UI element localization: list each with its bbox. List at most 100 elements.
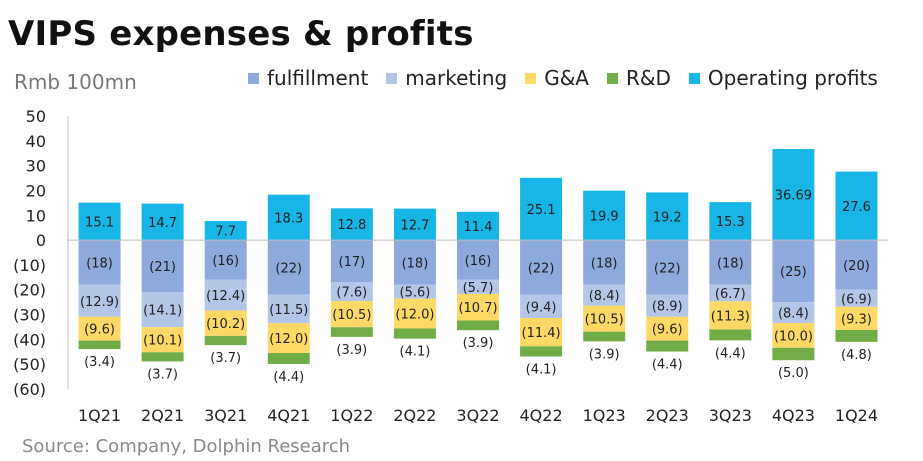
bar-operating-profits [646, 192, 689, 241]
bar-marketing [520, 294, 563, 319]
legend-swatch-marketing [386, 72, 398, 84]
data-label-marketing: (5.6) [400, 286, 431, 301]
bar-marketing [835, 289, 878, 307]
y-tick-label: (20) [13, 281, 46, 300]
data-label-marketing: (8.4) [778, 307, 809, 322]
bar-rd [835, 329, 878, 342]
y-tick-label: (40) [13, 330, 46, 349]
bar-rd [772, 347, 815, 361]
legend-swatch-ga [525, 72, 537, 84]
bar-rd [330, 327, 373, 337]
data-label-ga: (10.1) [143, 334, 182, 349]
bar-marketing [583, 284, 626, 306]
bar-rd [78, 340, 121, 350]
bar-ga [393, 298, 436, 329]
legend-item-fulfillment: fulfillment [248, 66, 368, 90]
bar-ga [772, 322, 815, 348]
data-label-rd: (3.4) [84, 355, 115, 370]
legend-item-operating-profits: Operating profits [688, 66, 878, 90]
data-label-marketing: (11.5) [269, 303, 308, 318]
data-label-rd: (3.7) [210, 351, 241, 366]
y-tick-label: 10 [26, 206, 46, 225]
data-label-rd: (4.4) [273, 370, 304, 385]
data-label-rd: (3.9) [463, 336, 494, 351]
x-tick-label: 1Q22 [330, 406, 373, 425]
data-label-fulfillment: (18) [86, 256, 113, 271]
data-label-rd: (5.0) [778, 366, 809, 381]
bar-marketing [393, 284, 436, 299]
x-tick-label: 3Q21 [204, 406, 247, 425]
bar-marketing [646, 294, 689, 317]
data-label-operating-profits: 12.8 [337, 218, 366, 233]
legend-label-fulfillment: fulfillment [267, 66, 369, 90]
bar-marketing [772, 302, 815, 323]
data-label-fulfillment: (21) [149, 260, 176, 275]
bar-fulfillment [330, 240, 373, 283]
bar-ga [709, 301, 752, 330]
data-label-ga: (11.4) [522, 326, 561, 341]
data-label-operating-profits: 27.6 [842, 200, 871, 215]
bar-ga [457, 293, 499, 321]
data-label-marketing: (8.9) [652, 300, 683, 315]
bar-ga [267, 323, 310, 354]
data-label-fulfillment: (25) [780, 265, 807, 280]
bar-rd [141, 352, 184, 362]
unit-label: Rmb 100mn [14, 70, 137, 94]
bar-operating-profits [772, 149, 815, 241]
data-label-operating-profits: 15.1 [85, 215, 114, 230]
source-note: Source: Company, Dolphin Research [22, 436, 351, 457]
data-label-marketing: (7.6) [336, 286, 367, 301]
legend-item-ga: G&A [525, 66, 589, 90]
data-label-operating-profits: 7.7 [215, 225, 236, 240]
data-label-marketing: (5.7) [463, 281, 494, 296]
bar-fulfillment [835, 240, 878, 290]
bar-fulfillment [141, 240, 184, 293]
x-tick-label: 3Q22 [456, 406, 499, 425]
bar-ga [330, 301, 373, 328]
bar-fulfillment [646, 240, 689, 295]
legend-swatch-rd [606, 72, 618, 84]
data-label-ga: (10.7) [458, 301, 497, 316]
bar-operating-profits [141, 203, 184, 241]
x-tick-label: 3Q23 [709, 406, 752, 425]
data-label-operating-profits: 19.2 [653, 210, 682, 225]
data-label-fulfillment: (18) [402, 256, 429, 271]
bar-marketing [204, 279, 247, 311]
x-tick-label: 4Q21 [267, 406, 310, 425]
data-label-ga: (10.5) [585, 313, 624, 328]
bar-ga [141, 327, 184, 353]
bar-ga [78, 316, 121, 341]
bar-marketing [457, 279, 499, 294]
bar-fulfillment [393, 240, 436, 285]
legend-label-operating-profits: Operating profits [707, 66, 878, 90]
bar-fulfillment [267, 240, 310, 295]
data-label-fulfillment: (22) [528, 261, 555, 276]
bar-ga [204, 310, 247, 336]
chart-title: VIPS expenses & profits [8, 14, 474, 54]
bar-operating-profits [457, 211, 499, 241]
data-label-ga: (12.0) [395, 308, 434, 323]
bar-ga [835, 306, 878, 330]
data-label-ga: (9.6) [652, 323, 683, 338]
x-tick-label: 2Q23 [646, 406, 689, 425]
data-label-ga: (10.2) [206, 317, 245, 332]
bar-rd [393, 328, 436, 339]
y-tick-label: 30 [26, 157, 46, 176]
bar-marketing [709, 284, 752, 302]
data-label-rd: (4.1) [400, 345, 431, 360]
legend-label-ga: G&A [544, 66, 589, 90]
y-tick-label: 50 [26, 107, 46, 126]
data-label-operating-profits: 14.7 [148, 216, 177, 231]
y-tick-label: (60) [13, 380, 46, 399]
x-tick-label: 1Q21 [78, 406, 121, 425]
data-label-marketing: (12.9) [80, 295, 119, 310]
bar-marketing [330, 282, 373, 302]
data-label-ga: (11.3) [711, 309, 750, 324]
data-label-fulfillment: (22) [275, 261, 302, 276]
data-label-marketing: (8.4) [589, 289, 620, 304]
data-label-rd: (4.4) [652, 358, 683, 373]
data-label-fulfillment: (22) [654, 261, 681, 276]
data-label-operating-profits: 15.3 [716, 215, 745, 230]
data-label-operating-profits: 12.7 [400, 218, 429, 233]
bar-fulfillment [583, 240, 626, 285]
